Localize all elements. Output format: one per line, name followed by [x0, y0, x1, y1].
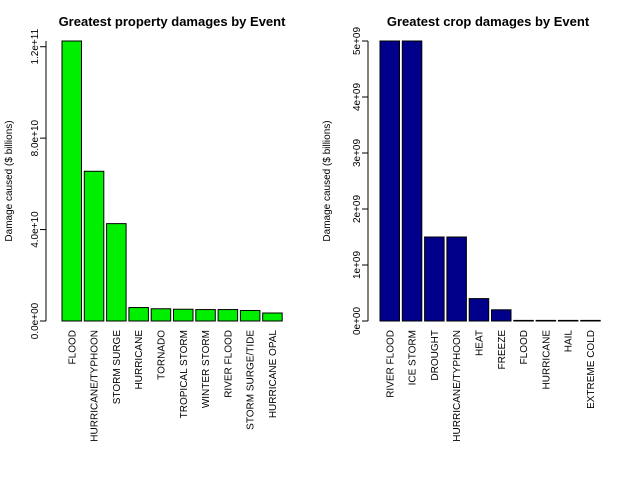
bar	[83, 170, 105, 322]
bar	[106, 223, 127, 322]
bar	[424, 236, 445, 322]
y-tick-label: 2e+09	[352, 195, 363, 224]
category-label: RIVER FLOOD	[385, 330, 396, 398]
y-tick-label: 1.2e+11	[30, 28, 41, 64]
bar	[446, 236, 467, 322]
category-label: TORNADO	[156, 330, 167, 380]
chart-title: Greatest crop damages by Event	[387, 14, 590, 29]
category-label: HURRICANE	[541, 330, 552, 390]
y-ticks: 0e+00 1e+09 2e+09 3e+09 4e+09 5e+09	[352, 27, 368, 336]
bars	[379, 40, 601, 322]
bar	[150, 308, 172, 322]
chart-title: Greatest property damages by Event	[59, 14, 287, 29]
y-tick-label: 4e+09	[352, 83, 363, 112]
category-label: RIVER FLOOD	[223, 330, 234, 398]
bar	[128, 307, 149, 322]
category-label: HEAT	[474, 330, 485, 356]
y-tick-label: 0e+00	[352, 307, 363, 336]
property-damage-chart: Greatest property damages by Event Damag…	[4, 14, 286, 442]
bar	[535, 319, 557, 322]
category-label: TROPICAL STORM	[179, 330, 190, 418]
bar	[262, 312, 283, 322]
category-labels: RIVER FLOOD ICE STORM DROUGHT HURRICANE/TYP…	[385, 330, 597, 442]
category-label: HAIL	[564, 330, 575, 353]
bar	[61, 40, 82, 322]
bar	[239, 309, 261, 322]
bar	[217, 309, 239, 322]
category-label: FREEZE	[497, 330, 508, 370]
y-tick-label: 8.0e+10	[30, 119, 41, 156]
bar	[401, 40, 423, 322]
category-label: HURRICANE/TYPHOON	[452, 330, 463, 442]
bar	[513, 319, 534, 322]
category-label: DROUGHT	[430, 330, 441, 381]
y-ticks: 0.0e+00 4.0e+10 8.0e+10 1.2e+11	[30, 28, 46, 339]
category-label: HURRICANE OPAL	[268, 330, 279, 419]
y-tick-label: 3e+09	[352, 139, 363, 168]
category-label: FLOOD	[519, 330, 530, 364]
crop-damage-chart: Greatest crop damages by Event Damage ca…	[322, 14, 601, 442]
y-tick-label: 4.0e+10	[30, 211, 41, 248]
category-labels: FLOOD HURRICANE/TYPHOON STORM SURGE HURRICA…	[67, 330, 279, 442]
category-label: WINTER STORM	[201, 330, 212, 408]
category-label: HURRICANE/TYPHOON	[90, 330, 101, 442]
bars	[61, 40, 283, 322]
bar	[491, 309, 512, 322]
bar	[195, 309, 216, 322]
category-label: EXTREME COLD	[586, 330, 597, 409]
y-tick-label: 0.0e+00	[30, 302, 41, 339]
category-label: ICE STORM	[408, 330, 419, 385]
y-tick-label: 1e+09	[352, 251, 363, 280]
y-tick-label: 5e+09	[352, 27, 363, 56]
bar	[580, 319, 601, 322]
category-label: STORM SURGE/TIDE	[246, 330, 257, 430]
y-axis-label: Damage caused ($ billions)	[322, 120, 333, 241]
bar	[379, 40, 400, 322]
bar	[557, 319, 579, 322]
category-label: HURRICANE	[134, 330, 145, 390]
bar	[173, 308, 194, 322]
bar	[468, 298, 490, 322]
category-label: STORM SURGE	[112, 330, 123, 405]
y-axis-label: Damage caused ($ billions)	[4, 120, 15, 241]
category-label: FLOOD	[67, 330, 78, 364]
